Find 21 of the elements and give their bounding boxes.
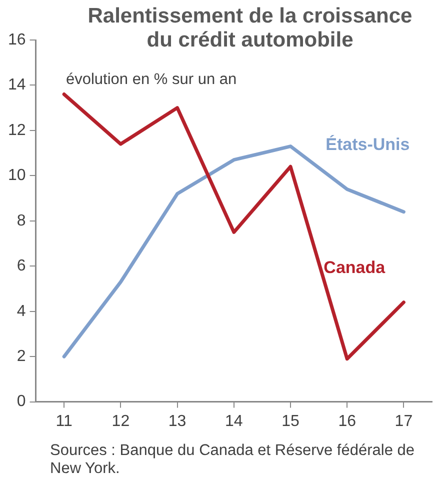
series-label: États-Unis — [326, 134, 410, 154]
x-tick-label: 14 — [225, 412, 243, 430]
y-tick-label: 6 — [16, 258, 26, 275]
chart-title: Ralentissement de la croissance du crédit automobile — [88, 4, 412, 52]
y-tick-label: 12 — [8, 122, 26, 139]
y-tick-label: 14 — [8, 76, 26, 94]
x-tick-label: 17 — [394, 412, 413, 430]
series-label: Canada — [324, 258, 386, 277]
x-tick-label: 15 — [282, 412, 300, 430]
y-tick-label: 4 — [16, 302, 26, 320]
text: évolution en % sur un an — [66, 71, 237, 88]
source-note: Sources : Banque du Canada et Réserve fédérale de New York. — [50, 442, 414, 478]
x-tick-label: 13 — [168, 412, 186, 430]
x-tick-label: 12 — [112, 412, 130, 430]
y-tick-label: 0 — [16, 393, 26, 410]
x-tick-label: 11 — [56, 412, 73, 430]
y-tick-label: 2 — [16, 348, 26, 365]
y-tick-label: 16 — [8, 31, 26, 48]
x-tick-label: 16 — [338, 412, 356, 430]
y-tick-label: 10 — [8, 167, 26, 184]
y-tick-label: 8 — [16, 212, 26, 230]
